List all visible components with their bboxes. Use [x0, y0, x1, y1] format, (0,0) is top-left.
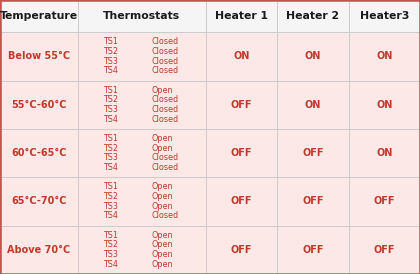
- Text: Open: Open: [152, 134, 173, 143]
- Text: TS2: TS2: [103, 144, 118, 153]
- Text: OFF: OFF: [302, 148, 324, 158]
- Bar: [277, 0, 349, 32]
- Text: OFF: OFF: [302, 245, 324, 255]
- Text: Closed: Closed: [152, 115, 179, 124]
- Bar: [0, 177, 78, 226]
- Text: Above 70°C: Above 70°C: [7, 245, 71, 255]
- Text: OFF: OFF: [231, 148, 252, 158]
- Bar: [277, 226, 349, 274]
- Text: Closed: Closed: [152, 38, 179, 47]
- Text: TS2: TS2: [103, 96, 118, 104]
- Text: Closed: Closed: [152, 105, 179, 114]
- Text: Open: Open: [152, 231, 173, 240]
- Bar: [277, 32, 349, 81]
- Bar: [0, 32, 78, 81]
- Text: TS4: TS4: [103, 212, 118, 221]
- Text: OFF: OFF: [231, 196, 252, 207]
- Bar: [206, 129, 277, 177]
- Bar: [277, 177, 349, 226]
- Text: TS2: TS2: [103, 241, 118, 250]
- Text: TS3: TS3: [103, 105, 118, 114]
- Text: Closed: Closed: [152, 212, 179, 221]
- Text: TS3: TS3: [103, 250, 118, 259]
- Text: 65°C-70°C: 65°C-70°C: [11, 196, 67, 207]
- Text: 60°C-65°C: 60°C-65°C: [11, 148, 67, 158]
- Bar: [206, 226, 277, 274]
- Text: ON: ON: [376, 148, 392, 158]
- Bar: [349, 32, 420, 81]
- Bar: [349, 177, 420, 226]
- Text: OFF: OFF: [302, 196, 324, 207]
- Text: Closed: Closed: [152, 163, 179, 172]
- Text: ON: ON: [376, 52, 392, 61]
- Text: Heater 1: Heater 1: [215, 11, 268, 21]
- Text: Thermostats: Thermostats: [103, 11, 180, 21]
- Bar: [78, 81, 206, 129]
- Text: OFF: OFF: [373, 196, 395, 207]
- Text: TS3: TS3: [103, 153, 118, 162]
- Text: TS4: TS4: [103, 115, 118, 124]
- Bar: [349, 129, 420, 177]
- Text: TS2: TS2: [103, 47, 118, 56]
- Bar: [78, 32, 206, 81]
- Text: Closed: Closed: [152, 47, 179, 56]
- Text: TS4: TS4: [103, 67, 118, 76]
- Text: Closed: Closed: [152, 57, 179, 66]
- Text: TS3: TS3: [103, 57, 118, 66]
- Text: Open: Open: [152, 202, 173, 211]
- Text: ON: ON: [305, 100, 321, 110]
- Bar: [0, 81, 78, 129]
- Text: 55°C-60°C: 55°C-60°C: [11, 100, 67, 110]
- Text: Heater 2: Heater 2: [286, 11, 339, 21]
- Text: TS1: TS1: [103, 134, 118, 143]
- Bar: [206, 0, 277, 32]
- Bar: [0, 0, 78, 32]
- Text: Temperature: Temperature: [0, 11, 78, 21]
- Text: TS4: TS4: [103, 163, 118, 172]
- Bar: [78, 129, 206, 177]
- Text: Open: Open: [152, 241, 173, 250]
- Text: ON: ON: [376, 100, 392, 110]
- Bar: [206, 32, 277, 81]
- Text: TS3: TS3: [103, 202, 118, 211]
- Text: OFF: OFF: [373, 245, 395, 255]
- Text: Closed: Closed: [152, 153, 179, 162]
- Text: Closed: Closed: [152, 67, 179, 76]
- Text: Open: Open: [152, 182, 173, 192]
- Bar: [78, 226, 206, 274]
- Text: TS1: TS1: [103, 182, 118, 192]
- Bar: [349, 226, 420, 274]
- Bar: [78, 177, 206, 226]
- Bar: [349, 0, 420, 32]
- Text: Open: Open: [152, 144, 173, 153]
- Text: ON: ON: [234, 52, 249, 61]
- Text: TS1: TS1: [103, 38, 118, 47]
- Text: Closed: Closed: [152, 96, 179, 104]
- Text: Open: Open: [152, 86, 173, 95]
- Bar: [349, 81, 420, 129]
- Text: ON: ON: [305, 52, 321, 61]
- Text: Heater3: Heater3: [360, 11, 409, 21]
- Text: OFF: OFF: [231, 245, 252, 255]
- Text: Open: Open: [152, 260, 173, 269]
- Text: Open: Open: [152, 192, 173, 201]
- Text: Open: Open: [152, 250, 173, 259]
- Text: TS1: TS1: [103, 86, 118, 95]
- Bar: [78, 0, 206, 32]
- Bar: [206, 177, 277, 226]
- Bar: [277, 129, 349, 177]
- Text: Below 55°C: Below 55°C: [8, 52, 70, 61]
- Text: TS4: TS4: [103, 260, 118, 269]
- Bar: [0, 226, 78, 274]
- Text: TS2: TS2: [103, 192, 118, 201]
- Bar: [206, 81, 277, 129]
- Text: OFF: OFF: [231, 100, 252, 110]
- Bar: [277, 81, 349, 129]
- Bar: [0, 129, 78, 177]
- Text: TS1: TS1: [103, 231, 118, 240]
